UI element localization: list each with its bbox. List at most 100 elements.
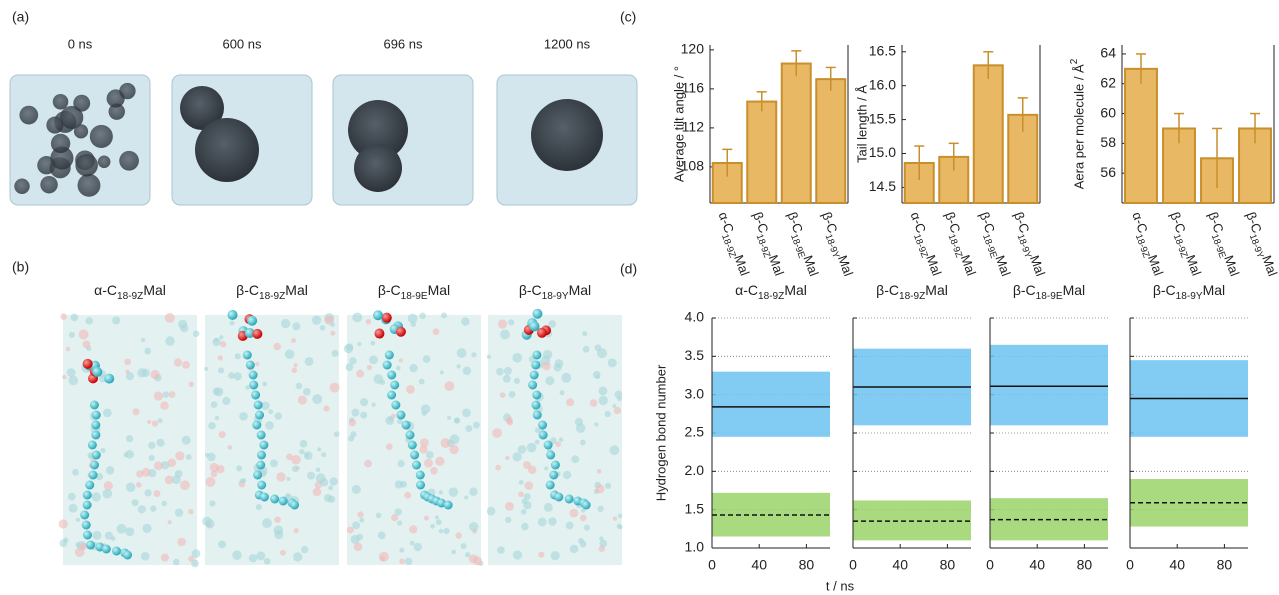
water-bead (589, 399, 598, 407)
subplot-title: β-C18-9ZMal (876, 282, 948, 302)
water-bead (486, 506, 496, 516)
water-bead (434, 515, 439, 520)
water-bead (579, 439, 586, 446)
x-tick-label: α-C18-9ZMal (1126, 210, 1166, 279)
label-suffix: Mal (1145, 253, 1166, 278)
water-bead (423, 515, 430, 521)
water-bead (180, 480, 190, 491)
micelle (119, 150, 139, 171)
water-bead (394, 508, 402, 516)
water-bead (293, 363, 298, 368)
x-tick-label: β-C18-9ZMal (939, 210, 979, 279)
y-tick-label: 2.0 (685, 462, 705, 478)
water-bead (92, 530, 102, 540)
micelle (40, 175, 58, 194)
y-axis-label-sup: 2 (1069, 58, 1080, 64)
water-bead (103, 481, 113, 491)
water-bead (469, 487, 478, 496)
micelle (531, 99, 603, 171)
fluctuation-band (990, 344, 1108, 426)
tail-atom (256, 460, 266, 470)
water-bead (348, 418, 357, 427)
micelle (108, 103, 125, 120)
tail-atom (546, 450, 556, 460)
water-bead (217, 367, 225, 374)
water-bead (360, 398, 369, 407)
water-bead (438, 490, 443, 495)
headgroup-atom (247, 315, 258, 326)
label-suffix: Mal (285, 282, 308, 298)
water-bead (239, 412, 248, 421)
molecule-title: β-C18-9YMal (519, 282, 591, 302)
water-bead (468, 521, 479, 532)
water-bead (192, 330, 200, 338)
water-bead (441, 312, 448, 319)
tail-atom (86, 540, 96, 550)
water-bead (348, 435, 355, 442)
headgroup-atom (395, 326, 406, 337)
water-bead (523, 493, 531, 501)
label-sub: 18-9Z (117, 291, 143, 302)
water-bead (234, 353, 241, 360)
x-tick-label: β-C18-9YMal (1008, 210, 1048, 279)
tail-atom (251, 390, 261, 400)
water-bead (174, 508, 184, 517)
fluctuation-band (712, 371, 830, 437)
water-bead (397, 460, 405, 468)
water-bead (513, 377, 521, 384)
water-bead (582, 331, 588, 337)
water-bead (352, 312, 363, 323)
tail-atom (532, 390, 542, 400)
water-bead (210, 470, 218, 478)
tail-atom (259, 492, 269, 502)
chain (521, 308, 591, 510)
y-tick-label: 116 (682, 80, 705, 96)
water-bead (210, 401, 218, 409)
molecule-title: β-C18-9ZMal (236, 282, 308, 302)
water-bead (188, 381, 194, 387)
water-bead (304, 356, 314, 366)
x-tick-label: 0 (849, 557, 857, 573)
water-bead (508, 390, 516, 398)
water-bead (317, 447, 322, 452)
water-bead (205, 519, 215, 529)
water-bead (323, 405, 330, 412)
water-bead (555, 441, 562, 448)
water-bead (276, 472, 286, 482)
water-bead (165, 336, 175, 346)
water-bead (330, 322, 335, 328)
micelle (50, 146, 74, 170)
tail-atom (581, 500, 591, 510)
water-bead (157, 418, 163, 424)
water-bead (162, 391, 170, 398)
micelle (14, 178, 30, 195)
water-bead (464, 495, 469, 500)
tail-atom (543, 440, 553, 450)
headgroup-atom (227, 309, 238, 320)
tail-atom (416, 480, 426, 490)
tail-atom (253, 400, 263, 410)
headgroup-atom (244, 328, 255, 339)
x-tick-label: β-C18-9YMal (1240, 210, 1279, 279)
label-suffix: Mal (1221, 253, 1242, 278)
water-bead (100, 447, 106, 454)
tail-atom (85, 480, 95, 490)
tail-atom (83, 530, 93, 540)
water-bead (425, 450, 434, 459)
water-bead (502, 374, 511, 383)
water-bead (323, 494, 332, 502)
y-tick-label: 4.0 (685, 309, 705, 325)
water-bead (462, 408, 471, 418)
water-bead (496, 367, 504, 376)
water-bead (534, 439, 540, 445)
water-bead (172, 558, 180, 566)
label-sub: 18-9E (1036, 291, 1063, 302)
water-bead (537, 517, 547, 527)
water-bead (598, 386, 608, 396)
water-bead (148, 441, 156, 450)
y-tick-label: 112 (682, 119, 705, 135)
micelle (60, 105, 84, 130)
water-bead (353, 542, 363, 552)
water-bead (58, 519, 68, 529)
water-bead (565, 521, 574, 530)
